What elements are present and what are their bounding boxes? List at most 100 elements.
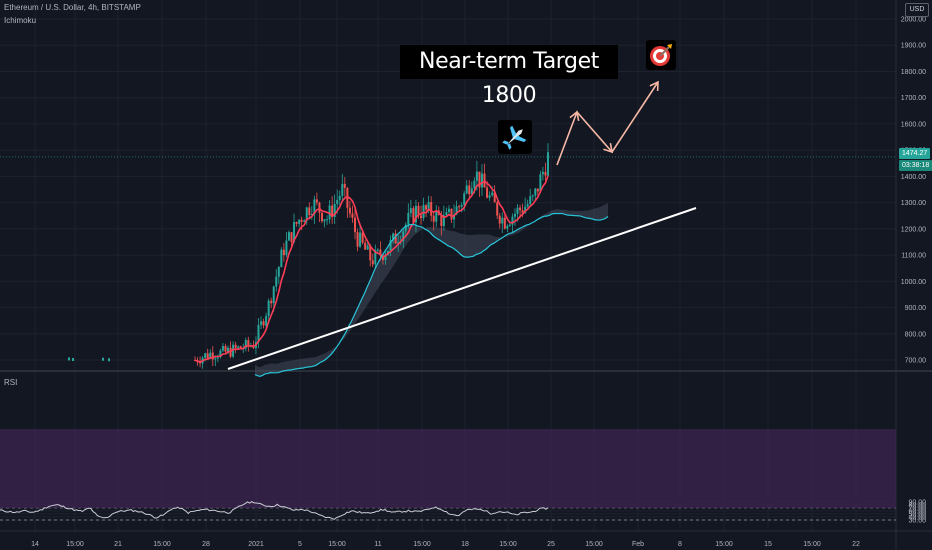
time-tick-label: 15:00 bbox=[66, 541, 84, 548]
price-tick-label: 1800.00 bbox=[901, 69, 926, 76]
candle-body bbox=[529, 196, 532, 205]
candle-body bbox=[420, 215, 423, 219]
candle-body bbox=[493, 192, 496, 203]
candle-body bbox=[320, 212, 323, 222]
candle-body bbox=[521, 210, 524, 213]
candle-body bbox=[412, 208, 415, 223]
candle-body bbox=[496, 202, 499, 216]
candles bbox=[68, 143, 549, 369]
candle-body bbox=[232, 344, 235, 357]
candle-body bbox=[227, 347, 230, 352]
candle-body bbox=[303, 220, 306, 222]
leading-span-a bbox=[254, 212, 609, 378]
candle-body bbox=[341, 183, 344, 196]
arrow-head bbox=[603, 142, 614, 154]
candle-body bbox=[501, 217, 504, 224]
candle-body bbox=[265, 315, 268, 326]
candle-body bbox=[287, 232, 290, 241]
candle-body bbox=[216, 357, 219, 359]
price-tick-label: 1400.00 bbox=[901, 174, 926, 181]
time-tick-label: 15:00 bbox=[803, 541, 821, 548]
candle-body bbox=[414, 205, 417, 223]
candle-body bbox=[442, 215, 445, 226]
candle-body bbox=[531, 195, 534, 197]
rsi-tick-label: 60.00 bbox=[908, 508, 926, 515]
candle-body bbox=[221, 346, 224, 351]
price-tick-label: 1200.00 bbox=[901, 226, 926, 233]
candle-body bbox=[199, 362, 202, 364]
candle-body bbox=[455, 206, 458, 215]
candle-body bbox=[534, 188, 537, 196]
candle-body bbox=[295, 222, 298, 224]
candle-body bbox=[392, 233, 395, 240]
candle-body bbox=[432, 215, 435, 222]
candle-body bbox=[435, 210, 438, 222]
candle-body bbox=[239, 346, 242, 349]
price-tick-label: 900.00 bbox=[905, 305, 927, 312]
currency-button[interactable]: USD bbox=[905, 3, 929, 17]
candle-body bbox=[267, 300, 270, 316]
rsi-tick-label: 70.00 bbox=[908, 505, 926, 512]
candle-body bbox=[323, 219, 326, 222]
price-tick-label: 1300.00 bbox=[901, 200, 926, 207]
candle-body bbox=[480, 173, 483, 188]
candle-body bbox=[483, 173, 486, 188]
time-tick-label: 14 bbox=[31, 541, 39, 548]
time-tick-label: 18 bbox=[461, 541, 469, 548]
candle-body bbox=[237, 346, 240, 348]
candle-body bbox=[544, 171, 547, 176]
candle-body bbox=[547, 152, 549, 176]
candle-body bbox=[536, 188, 539, 192]
candle-body bbox=[508, 224, 511, 226]
indicator-label: Ichimoku bbox=[4, 16, 37, 25]
candle-body bbox=[506, 225, 509, 229]
candle-body bbox=[445, 212, 448, 216]
annotations bbox=[227, 80, 697, 370]
candle-body bbox=[425, 205, 428, 210]
candle-body bbox=[348, 207, 351, 214]
candle-body bbox=[379, 249, 382, 256]
candle-body bbox=[68, 357, 70, 361]
candle-body bbox=[262, 321, 265, 326]
candle-body bbox=[326, 219, 329, 221]
candle-body bbox=[453, 214, 456, 220]
price-tick-label: 800.00 bbox=[905, 331, 927, 338]
price-tick-label: 1000.00 bbox=[901, 279, 926, 286]
candle-body bbox=[361, 232, 364, 243]
candle-body bbox=[277, 267, 280, 277]
price-tick-label: 1600.00 bbox=[901, 121, 926, 128]
candle-body bbox=[440, 214, 443, 226]
rsi-label: RSI bbox=[4, 378, 18, 387]
candle-body bbox=[417, 205, 420, 216]
conversion-line bbox=[194, 175, 549, 363]
candle-body bbox=[463, 193, 466, 205]
candle-body bbox=[458, 206, 461, 208]
time-tick-label: 5 bbox=[298, 541, 302, 548]
trend-line bbox=[227, 207, 697, 370]
candle-body bbox=[270, 300, 273, 304]
candle-body bbox=[394, 233, 397, 244]
arrow-head bbox=[649, 80, 659, 92]
rsi-tick-label: 30.00 bbox=[908, 517, 926, 524]
time-tick-label: 15:00 bbox=[413, 541, 431, 548]
candle-body bbox=[513, 213, 516, 217]
candle-body bbox=[328, 205, 331, 220]
target-annotation: Near-term Target 1800 bbox=[400, 45, 618, 108]
candle-body bbox=[211, 352, 214, 360]
candle-body bbox=[206, 353, 209, 358]
candle-body bbox=[290, 232, 293, 242]
candle-body bbox=[108, 358, 110, 362]
arrow-head bbox=[569, 110, 580, 121]
time-tick-label: 15:00 bbox=[715, 541, 733, 548]
candle-body bbox=[468, 185, 471, 195]
candle-body bbox=[478, 171, 481, 188]
candle-body bbox=[427, 202, 430, 210]
candle-body bbox=[333, 204, 336, 217]
candle-body bbox=[488, 195, 491, 198]
candle-body bbox=[402, 231, 405, 242]
candle-body bbox=[346, 187, 349, 208]
candle-body bbox=[310, 214, 313, 216]
candle-body bbox=[280, 249, 283, 268]
candle-body bbox=[369, 245, 372, 261]
